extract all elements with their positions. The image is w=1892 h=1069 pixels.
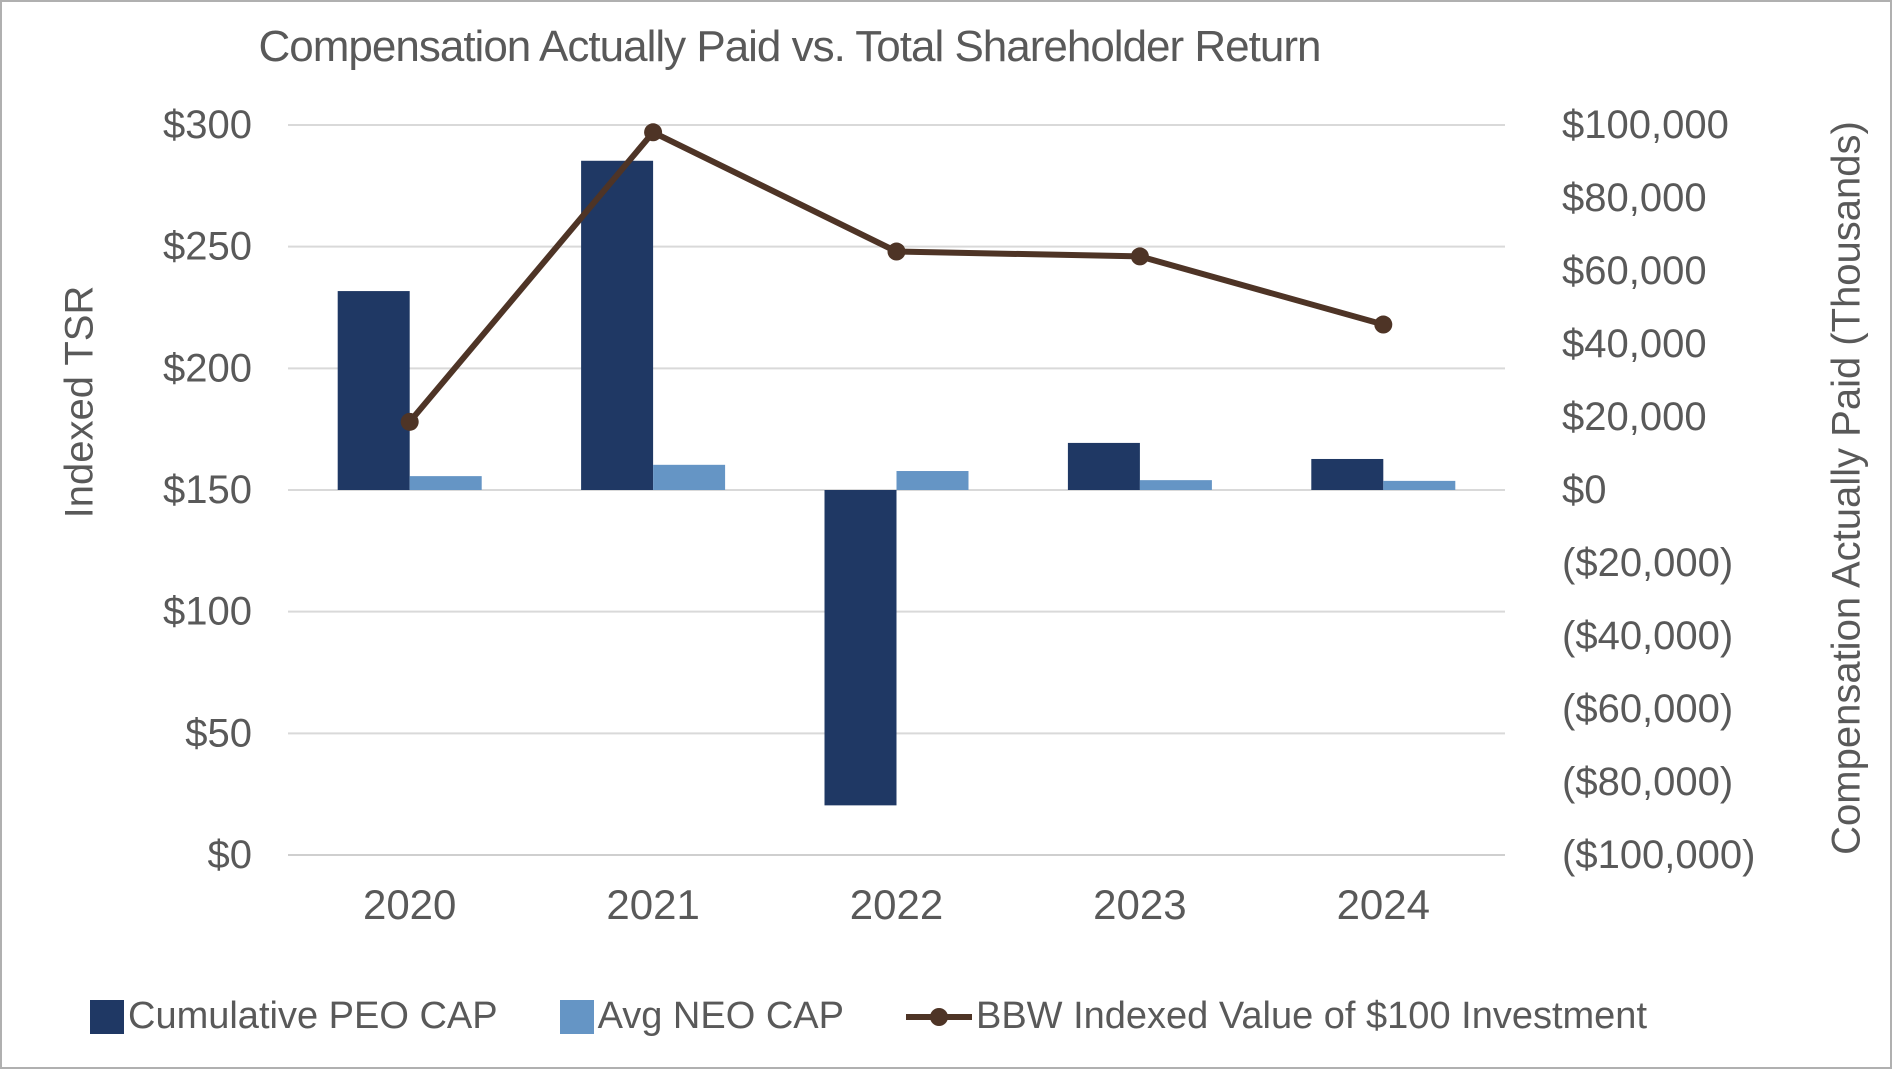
right-axis-tick-label: ($40,000) [1562, 614, 1733, 658]
legend-label: Cumulative PEO CAP [128, 995, 498, 1037]
tsr-line-marker-2020 [400, 412, 419, 431]
left-axis-tick-label: $0 [208, 833, 253, 877]
tsr-line-swatch-icon [905, 1000, 972, 1034]
x-axis-tick-label: 2023 [1093, 881, 1186, 928]
right-axis-tick-label: ($20,000) [1562, 541, 1733, 585]
x-axis-tick-label: 2021 [606, 881, 699, 928]
tsr-line-marker-2024 [1374, 315, 1393, 334]
left-axis-tick-label: $150 [163, 468, 252, 512]
x-axis-tick-label: 2022 [850, 881, 943, 928]
bar-cumulative-peo-cap-2023 [1067, 442, 1140, 490]
bar-cumulative-peo-cap-2020 [337, 291, 410, 490]
bar-cumulative-peo-cap-2024 [1311, 458, 1384, 490]
peo-cap-swatch-icon [90, 999, 124, 1034]
left-axis-tick-label: $100 [163, 590, 252, 634]
neo-cap-swatch-icon [559, 999, 594, 1034]
legend-item-avg-neo-cap: Avg NEO CAP [559, 995, 844, 1038]
x-axis-tick-label: 2020 [363, 881, 456, 928]
right-axis-tick-label: $0 [1562, 468, 1607, 512]
legend-label: Avg NEO CAP [597, 995, 844, 1037]
left-axis-tick-label: $50 [185, 711, 252, 755]
right-axis-tick-label: $60,000 [1562, 249, 1707, 293]
chart-title: Compensation Actually Paid vs. Total Sha… [258, 22, 1322, 71]
bar-avg-neo-cap-2021 [653, 464, 726, 490]
left-axis-title: Indexed TSR [57, 285, 102, 519]
bar-cumulative-peo-cap-2022 [824, 490, 897, 806]
right-axis-tick-label: $80,000 [1562, 176, 1707, 220]
legend-label: BBW Indexed Value of $100 Investment [975, 995, 1647, 1037]
right-axis-tick-label: $40,000 [1562, 322, 1707, 366]
left-axis-tick-label: $200 [163, 346, 252, 390]
right-axis-title: Compensation Actually Paid (Thousands) [1824, 121, 1869, 855]
right-axis-tick-label: ($60,000) [1562, 687, 1733, 731]
bar-avg-neo-cap-2023 [1139, 480, 1212, 490]
chart-plot: $300 $250 $200 $150 $100 $50 $0 $100,000 $80,000… [163, 103, 1755, 928]
tsr-line-marker-2023 [1130, 247, 1149, 266]
x-axis-tick-label: 2024 [1337, 881, 1430, 928]
legend-item-bbw-indexed-value: BBW Indexed Value of $100 Investment [905, 995, 1647, 1038]
right-axis-tick-label: $20,000 [1562, 395, 1707, 439]
bar-avg-neo-cap-2022 [896, 471, 969, 490]
right-axis-tick-label: $100,000 [1562, 103, 1729, 147]
tsr-line-marker-2022 [887, 242, 906, 261]
tsr-line-marker-2021 [644, 123, 663, 142]
bar-cumulative-peo-cap-2021 [581, 160, 654, 490]
bar-avg-neo-cap-2020 [409, 476, 482, 490]
tsr-line [407, 129, 1385, 424]
left-axis-tick-label: $250 [163, 225, 252, 269]
legend-item-cumulative-peo-cap: Cumulative PEO CAP [90, 995, 498, 1038]
right-axis-tick-label: ($80,000) [1562, 760, 1733, 804]
chart-legend: Cumulative PEO CAP Avg NEO CAP BBW Index… [90, 995, 1647, 1038]
right-axis-tick-label: ($100,000) [1562, 833, 1755, 877]
bar-avg-neo-cap-2024 [1383, 480, 1456, 490]
left-axis-tick-label: $300 [163, 103, 252, 147]
